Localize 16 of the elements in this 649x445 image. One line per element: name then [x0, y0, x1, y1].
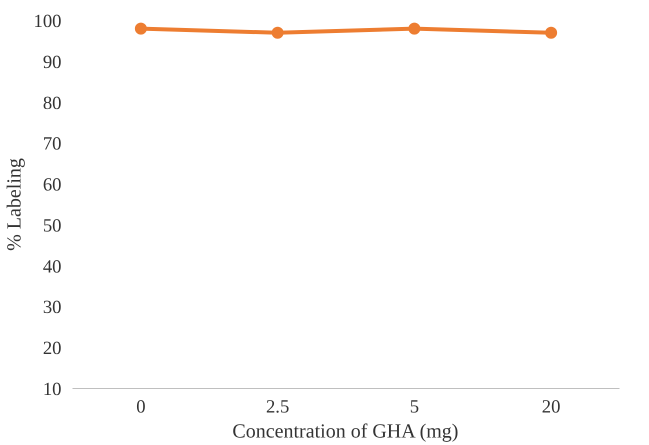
x-tick-label: 0	[136, 396, 146, 418]
y-tick-label: 40	[42, 256, 62, 278]
x-tick-label: 20	[542, 396, 560, 418]
y-tick-label: 80	[42, 92, 62, 114]
y-tick-label: 10	[42, 379, 62, 400]
y-tick-label: 60	[42, 174, 62, 196]
x-axis-title: Concentration of GHA (mg)	[232, 420, 458, 442]
y-axis-title: % Labeling	[4, 158, 26, 251]
x-tick-label: 5	[410, 396, 420, 418]
y-tick-label: 20	[42, 338, 62, 360]
x-tick-label: 2.5	[266, 396, 290, 418]
y-tick-label: 70	[42, 134, 62, 155]
y-tick-label: 30	[42, 297, 62, 318]
y-tick-label: 90	[42, 52, 62, 73]
y-tick-label: 50	[42, 215, 62, 236]
y-tick-label: 100	[34, 11, 62, 32]
